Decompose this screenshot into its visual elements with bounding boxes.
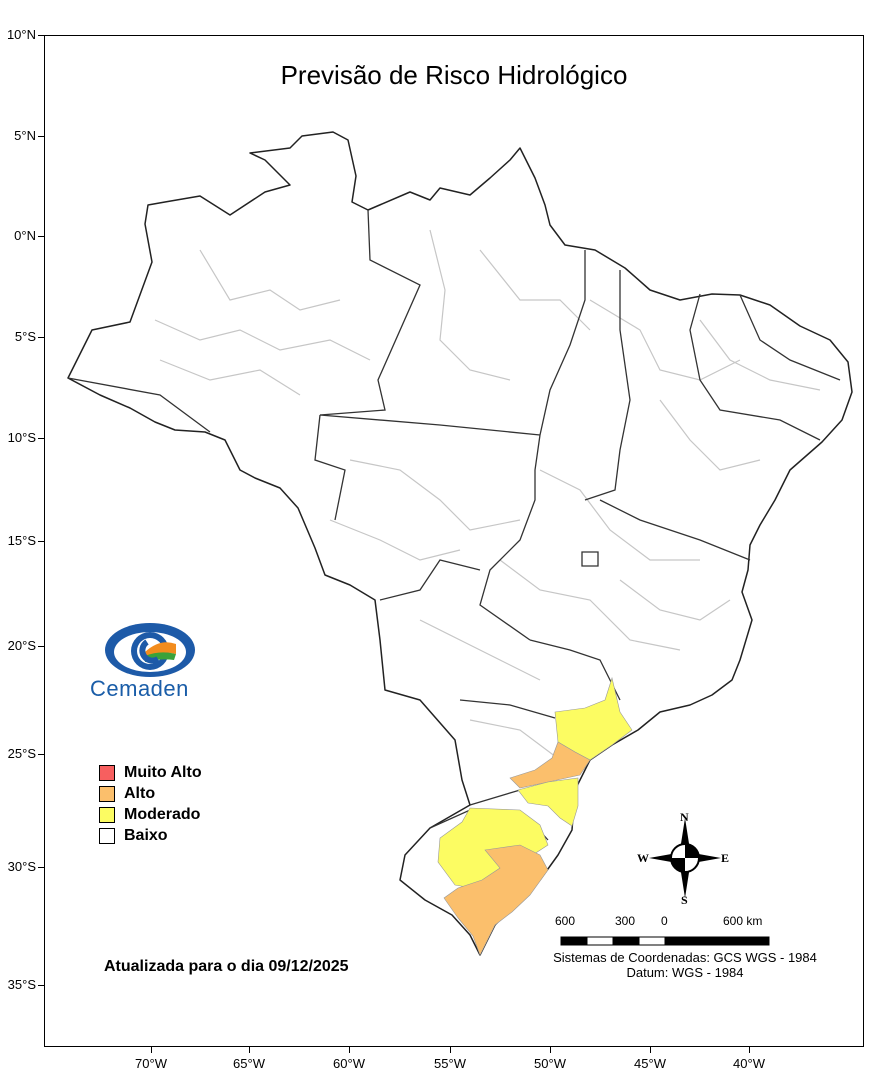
lat-label-20s: 20°S — [7, 638, 36, 653]
lon-label-45w: 45°W — [634, 1056, 666, 1071]
legend-label: Alto — [124, 784, 156, 802]
lat-tick — [38, 136, 44, 137]
lat-label-15s: 15°S — [7, 533, 36, 548]
cemaden-logo-text: Cemaden — [90, 676, 189, 701]
lon-tick — [550, 1047, 551, 1053]
lon-tick — [749, 1047, 750, 1053]
lon-tick — [249, 1047, 250, 1053]
legend-swatch — [99, 806, 115, 823]
compass-west-label: W — [637, 851, 649, 865]
compass-east-label: E — [721, 851, 730, 865]
legend-label: Moderado — [124, 805, 201, 823]
lon-label-50w: 50°W — [534, 1056, 566, 1071]
map-title: Previsão de Risco Hidrológico — [280, 60, 628, 90]
lon-label-55w: 55°W — [434, 1056, 466, 1071]
lat-label-5s: 5°S — [14, 329, 36, 344]
legend-swatch — [99, 785, 115, 802]
update-date-text: Atualizada para o dia 09/12/2025 — [104, 958, 349, 975]
cemaden-logo-icon — [105, 623, 195, 677]
lat-label-10s: 10°S — [7, 430, 36, 445]
legend-item-baixo: Baixo — [99, 825, 202, 846]
lat-tick — [38, 438, 44, 439]
compass-south-label: S — [681, 893, 688, 907]
legend-item-moderado: Moderado — [99, 804, 202, 825]
lon-tick — [349, 1047, 350, 1053]
coordinate-system-note: Sistemas de Coordenadas: GCS WGS - 1984 … — [520, 950, 850, 980]
scale-bar — [560, 936, 770, 946]
mesoregion-boundaries — [154, 229, 821, 761]
risk-area-alto-pr — [509, 741, 591, 789]
lon-label-40w: 40°W — [733, 1056, 765, 1071]
lat-tick — [38, 754, 44, 755]
risk-area-moderado-sc — [517, 777, 579, 827]
lon-label-60w: 60°W — [333, 1056, 365, 1071]
compass-north-label: N — [680, 810, 689, 824]
lat-tick — [38, 867, 44, 868]
legend-item-alto: Alto — [99, 783, 202, 804]
scale-label-300: 300 — [615, 914, 636, 928]
lon-label-65w: 65°W — [233, 1056, 265, 1071]
legend-swatch — [99, 764, 115, 781]
brazil-outline — [67, 131, 853, 956]
risk-area-alto-rs-sul — [443, 844, 549, 956]
lat-tick — [38, 646, 44, 647]
lat-label-0n: 0°N — [14, 228, 36, 243]
lat-label-5n: 5°N — [14, 128, 36, 143]
lat-tick — [38, 337, 44, 338]
coordinate-system-line: Sistemas de Coordenadas: GCS WGS - 1984 — [553, 950, 817, 965]
lon-tick — [650, 1047, 651, 1053]
lon-label-70w: 70°W — [135, 1056, 167, 1071]
legend-label: Baixo — [124, 826, 168, 844]
scale-label-600: 600 — [555, 914, 576, 928]
map-legend: Muito Alto Alto Moderado Baixo — [99, 762, 202, 846]
scale-label-0: 0 — [661, 914, 668, 928]
lon-tick — [151, 1047, 152, 1053]
lat-tick — [38, 541, 44, 542]
lat-tick — [38, 236, 44, 237]
lat-label-10n: 10°N — [6, 27, 36, 42]
risk-areas — [437, 676, 633, 956]
legend-swatch — [99, 827, 115, 844]
compass-rose — [649, 818, 721, 898]
lat-label-25s: 25°S — [7, 746, 36, 761]
scale-label-600-km: 600 km — [723, 914, 763, 928]
lat-label-35s: 35°S — [7, 977, 36, 992]
datum-line: Datum: WGS - 1984 — [626, 965, 744, 980]
lat-tick — [38, 35, 44, 36]
lat-tick — [38, 985, 44, 986]
lat-label-30s: 30°S — [7, 859, 36, 874]
lon-tick — [450, 1047, 451, 1053]
legend-label: Muito Alto — [124, 763, 202, 781]
legend-item-muito-alto: Muito Alto — [99, 762, 202, 783]
